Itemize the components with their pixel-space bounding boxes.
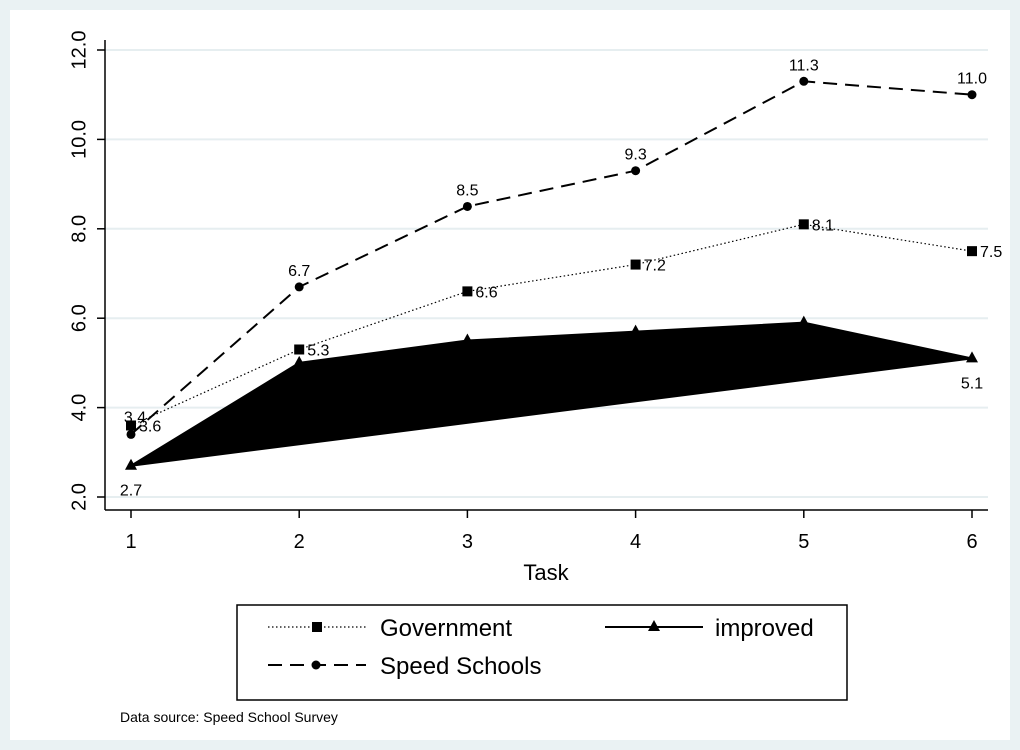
speed-schools-point xyxy=(462,201,472,211)
y-tick-label: 10.0 xyxy=(68,120,90,159)
government-point xyxy=(967,246,977,257)
government-data-label: 6.6 xyxy=(475,284,497,301)
x-ticks: 1 2 3 4 5 6 xyxy=(125,510,978,553)
legend-government-label: Government xyxy=(380,615,512,642)
improved-point xyxy=(797,315,810,327)
legend-item-speed-schools: Speed Schools xyxy=(268,653,541,680)
speed-schools-point xyxy=(126,429,136,439)
x-tick-label: 2 xyxy=(294,531,305,553)
x-tick-label: 1 xyxy=(125,531,136,553)
data-labels: 3.4 6.7 8.5 9.3 11.3 11.0 3.6 5.3 6.6 7.2 8.1 7.5 2.… xyxy=(120,57,1002,499)
legend-item-government: Government xyxy=(268,615,512,642)
improved-point xyxy=(966,351,978,363)
government-point xyxy=(798,219,809,230)
government-point xyxy=(630,259,641,270)
axes xyxy=(104,40,988,511)
legend-speed-schools-label: Speed Schools xyxy=(380,653,541,680)
legend-improved-marker xyxy=(648,620,660,631)
y-tick-label: 2.0 xyxy=(68,483,90,511)
government-data-label: 3.6 xyxy=(139,418,161,435)
speed-schools-point xyxy=(294,282,304,292)
legend-government-marker xyxy=(312,622,322,632)
speed-schools-point xyxy=(631,166,641,176)
government-point xyxy=(126,420,136,431)
y-tick-label: 4.0 xyxy=(68,394,90,422)
x-axis-title: Task xyxy=(523,560,569,585)
y-ticks: 2.0 4.0 6.0 8.0 10.0 12.0 xyxy=(68,31,105,511)
government-point xyxy=(462,286,473,297)
speed-schools-data-label: 11.3 xyxy=(789,57,819,74)
legend-speed-schools-marker xyxy=(311,660,321,670)
legend: Government improved Speed Schools xyxy=(236,604,848,701)
speed-schools-data-label: 6.7 xyxy=(288,263,310,280)
x-tick-label: 5 xyxy=(798,531,809,553)
improved-data-label: 5.1 xyxy=(961,375,983,392)
series-speed-schools-line xyxy=(130,80,973,436)
legend-improved-label: improved xyxy=(715,615,814,642)
speed-schools-point xyxy=(967,90,977,100)
improved-point xyxy=(125,458,137,470)
speed-schools-data-label: 9.3 xyxy=(624,147,646,164)
speed-schools-point xyxy=(799,76,809,86)
speed-schools-data-label: 11.0 xyxy=(957,71,987,88)
government-data-label: 8.1 xyxy=(812,217,834,234)
y-tick-label: 12.0 xyxy=(68,31,90,70)
x-tick-label: 6 xyxy=(966,531,977,553)
speed-schools-data-label: 3.4 xyxy=(124,409,146,426)
improved-point xyxy=(293,355,306,367)
y-tick-label: 6.0 xyxy=(68,304,90,332)
x-tick-label: 3 xyxy=(462,531,473,553)
government-data-label: 7.2 xyxy=(644,258,666,275)
series xyxy=(125,76,978,470)
speed-schools-data-label: 8.5 xyxy=(456,182,478,199)
legend-item-improved: improved xyxy=(605,615,814,642)
y-tick-label: 8.0 xyxy=(68,215,90,243)
data-source-note: Data source: Speed School Survey xyxy=(120,709,338,725)
x-tick-label: 4 xyxy=(630,531,641,553)
government-data-label: 7.5 xyxy=(980,244,1002,261)
government-point xyxy=(294,344,305,355)
government-data-label: 5.3 xyxy=(307,342,329,359)
legend-box xyxy=(236,604,848,701)
improved-data-label: 2.7 xyxy=(120,483,142,500)
improved-point xyxy=(629,324,642,336)
improved-point xyxy=(461,333,474,345)
